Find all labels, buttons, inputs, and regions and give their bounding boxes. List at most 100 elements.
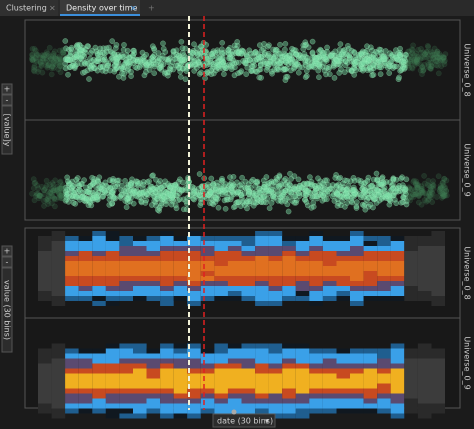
heatmap-cell [336,291,351,296]
scatter-point [45,196,51,203]
scatter-point [361,56,368,63]
heatmap-cell [92,291,106,296]
scatter-point [137,58,143,65]
heatmap-cell [173,343,188,349]
scatter-point [433,62,439,69]
scatter-point [258,47,265,54]
scatter-point [53,56,60,62]
heatmap-cell [78,236,93,241]
heatmap-cell [255,388,269,394]
heatmap-cell [51,286,66,291]
heatmap-cell [350,231,364,236]
scatter-point [435,70,442,77]
heatmap-cell [214,373,228,379]
heatmap-cell [65,281,79,286]
scatter-point [122,177,128,184]
scatter-point [411,177,417,184]
scatter-point [118,52,125,58]
heatmap-cell [173,398,188,404]
axis-button-label[interactable]: - [6,96,9,105]
scatter-point [165,59,171,66]
tab-label[interactable]: Clustering [6,4,47,13]
heatmap-cell [92,236,106,241]
scatter-point [419,190,426,197]
heatmap-cell [200,373,215,379]
x-axis-handle[interactable] [231,409,237,415]
heatmap-cell [92,266,106,271]
heatmap-cell [241,373,256,379]
heatmap-cell [105,246,120,251]
heatmap-cell [295,403,310,409]
heatmap-cell [295,291,310,296]
heatmap-cell [51,261,66,266]
heatmap-cell [268,388,283,394]
heatmap-cell [295,398,310,404]
scatter-point [115,177,122,184]
heatmap-cell [65,358,79,364]
heatmap-cell [390,281,405,286]
heatmap-cell [227,368,242,374]
tab-label[interactable]: Density over time [66,4,137,13]
scatter-point [437,190,444,197]
scatter-point [215,204,222,211]
new-tab[interactable]: + [148,4,155,13]
axis-label[interactable]: value (30 bins) [3,280,12,340]
scatter-point [425,196,432,202]
scatter-point [336,70,343,76]
heatmap-cell [105,231,120,236]
axis-button-label[interactable]: - [6,258,9,267]
scatter-point [433,50,440,57]
heatmap-cell [309,231,323,236]
tab[interactable] [0,0,58,16]
heatmap-cell [363,368,378,374]
heatmap-cell [133,348,147,354]
axis-button-label[interactable]: + [4,85,11,94]
axis-label[interactable]: [value]y [3,114,12,147]
heatmap-cell [105,363,120,369]
tab-close[interactable]: × [49,4,56,13]
heatmap-cell [38,281,52,286]
scatter-point [150,172,156,179]
scatter-point [56,185,63,192]
scatter-point [218,177,225,184]
scatter-point [407,52,414,58]
scatter-point [36,195,42,202]
heatmap-cell [160,343,174,349]
heatmap-cell [390,353,405,359]
tab-close[interactable]: × [130,4,137,13]
heatmap-cell [417,281,432,286]
heatmap-cell [322,373,337,379]
heatmap-cell [322,286,337,291]
scatter-point [291,199,298,206]
scatter-point [101,187,108,194]
scatter-point [276,60,283,67]
scatter-point [140,189,147,196]
scatter-point [415,182,422,189]
scatter-point [198,69,204,76]
scatter-point [443,177,450,184]
scatter-point [258,74,264,81]
scatter-point [52,55,59,62]
tab[interactable] [60,0,140,16]
heatmap-cell [51,383,66,389]
scatter-point [146,178,152,185]
heatmap-cell [404,408,418,414]
heatmap-cell [295,363,310,369]
scatter-point [420,49,427,56]
heatmap-cell [51,296,66,301]
scatter-point [53,61,60,68]
scatter-point [421,180,428,187]
x-axis-dropdown-arrow[interactable]: ▾ [265,417,269,426]
scatter-point [143,51,150,58]
scatter-point [255,54,262,60]
heatmap-cell [160,251,174,256]
heatmap-cell [241,358,256,364]
scatter-point [112,195,119,202]
scatter-point [309,38,316,45]
axis-button-label[interactable]: + [4,247,11,256]
scatter-point [418,185,425,192]
scatter-point [250,59,256,66]
heatmap-cell [404,296,418,301]
heatmap-cell [417,291,432,296]
heatmap-cell [105,368,120,374]
